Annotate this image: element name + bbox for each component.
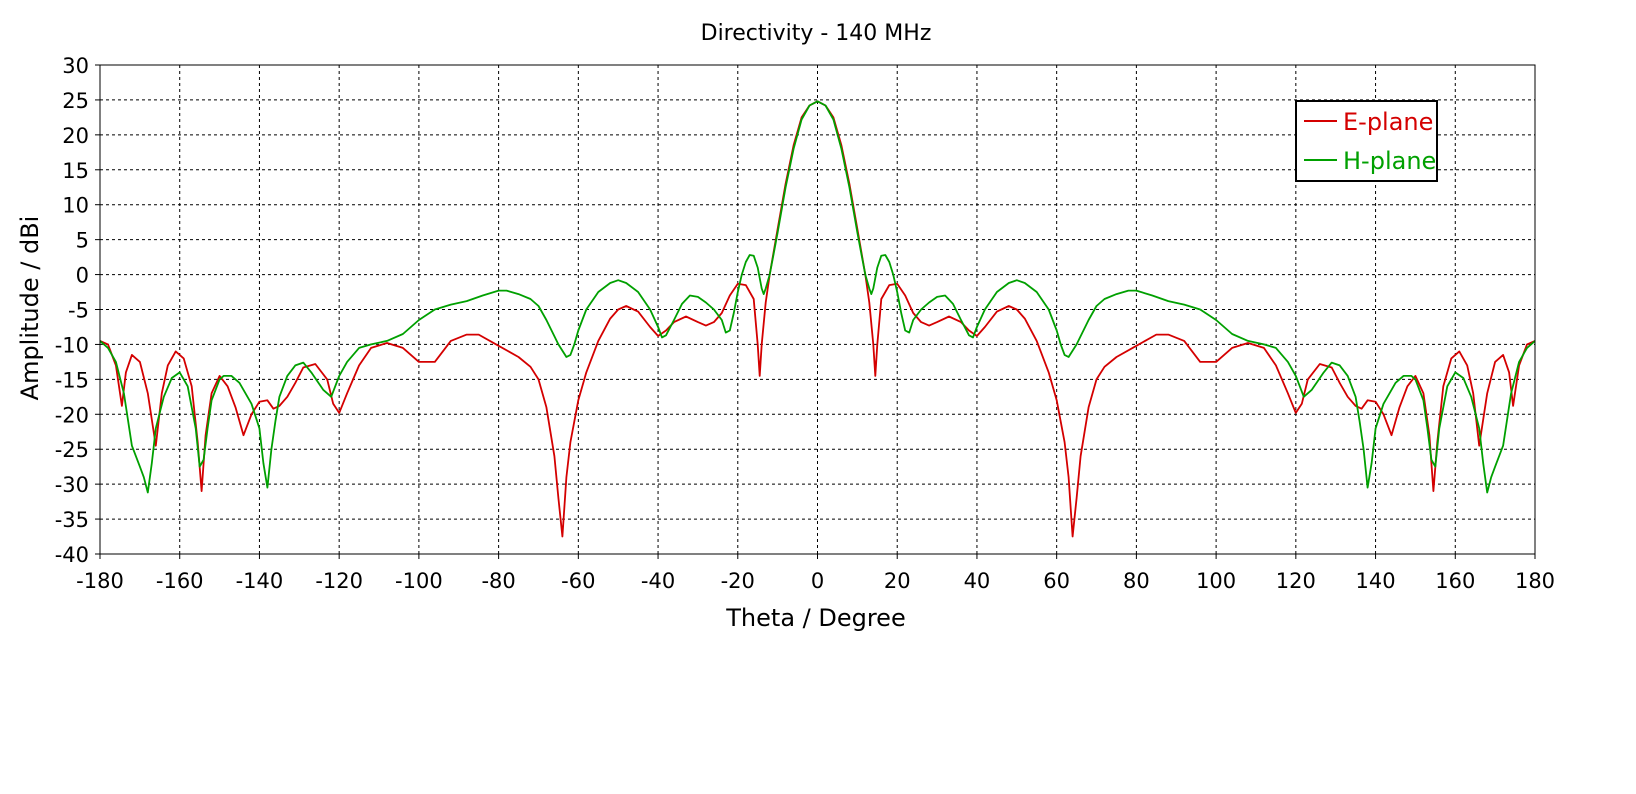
y-tick-label: 10	[62, 194, 89, 218]
x-tick-label: 20	[884, 569, 911, 593]
x-tick-label: 60	[1043, 569, 1070, 593]
x-tick-label: -100	[395, 569, 443, 593]
y-tick-label: -5	[68, 299, 89, 323]
legend-box	[1295, 100, 1438, 182]
legend-label-e-plane: E-plane	[1343, 108, 1433, 136]
y-tick-label: -30	[55, 473, 89, 497]
series-layer	[99, 100, 1536, 538]
x-tick-label: -140	[236, 569, 284, 593]
legend: E-plane H-plane	[1295, 100, 1438, 182]
y-tick-label: -35	[55, 508, 89, 532]
y-tick-label: 30	[62, 54, 89, 78]
y-tick-labels: 30 25 20 15 10 5 0 -5 -10 -15 -20 -25 -30 -35 -40	[55, 54, 100, 567]
x-tick-label: 40	[964, 569, 991, 593]
x-tick-label: 120	[1276, 569, 1316, 593]
x-tick-labels: -180 -160 -140 -120 -100 -80 -60 -40 -20 0 20 40 60 8…	[76, 554, 1555, 593]
y-tick-label: -40	[55, 543, 89, 567]
x-tick-label: -40	[641, 569, 675, 593]
y-tick-label: -20	[55, 403, 89, 427]
legend-label-h-plane: H-plane	[1343, 147, 1436, 175]
x-tick-label: 180	[1515, 569, 1555, 593]
y-tick-label: 0	[76, 264, 89, 288]
y-tick-label: 5	[76, 229, 89, 253]
y-tick-label: 25	[62, 89, 89, 113]
series-line-h-plane	[99, 100, 1536, 494]
chart-title: Directivity - 140 MHz	[701, 21, 932, 46]
x-tick-label: -180	[76, 569, 124, 593]
y-tick-label: -25	[55, 438, 89, 462]
x-tick-label: 100	[1196, 569, 1236, 593]
x-tick-label: 0	[811, 569, 824, 593]
x-tick-label: -60	[561, 569, 595, 593]
x-tick-label: -20	[721, 569, 755, 593]
x-tick-label: 80	[1123, 569, 1150, 593]
y-tick-label: 15	[62, 159, 89, 183]
x-tick-label: 160	[1435, 569, 1475, 593]
y-tick-label: -15	[55, 368, 89, 392]
x-tick-label: -120	[315, 569, 363, 593]
x-tick-label: -160	[156, 569, 204, 593]
x-axis-title: Theta / Degree	[725, 604, 905, 632]
x-tick-label: 140	[1356, 569, 1396, 593]
y-axis-title: Amplitude / dBi	[16, 216, 44, 401]
x-tick-label: -80	[481, 569, 515, 593]
y-tick-label: 20	[62, 124, 89, 148]
y-tick-label: -10	[55, 333, 89, 357]
